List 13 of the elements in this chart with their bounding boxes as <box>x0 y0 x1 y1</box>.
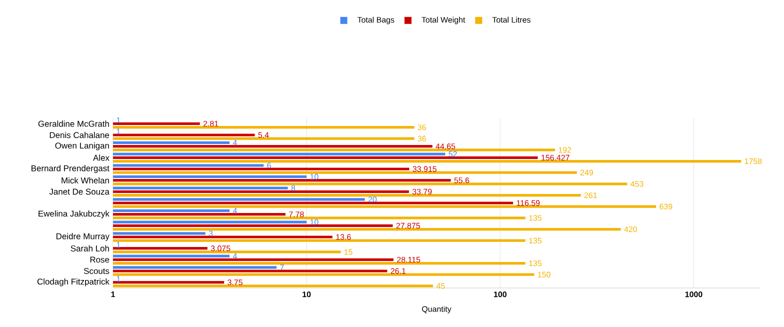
y-tick-label: Scouts <box>84 268 110 274</box>
y-tick-label: Deidre Murray <box>56 233 110 241</box>
y-tick-label: Sarah Loh <box>70 245 109 252</box>
y-tick-label: Geraldine McGrath <box>38 120 109 127</box>
y-tick-label: Rose <box>90 256 110 263</box>
y-tick-label: Owen Lanigan <box>55 142 109 150</box>
y-tick-label: Clodagh Fitzpatrick <box>37 278 110 286</box>
y-tick-label: Denis Cahalane <box>50 132 110 138</box>
y-tick-label: Bernard Prendergast <box>32 165 110 173</box>
y-tick-label: Alex <box>93 154 110 161</box>
y-tick-label: Ewelina Jakubczyk <box>38 210 110 218</box>
y-tick-label: Janet De Souza <box>49 188 110 195</box>
y-tick-label: Mick Whelan <box>62 177 109 184</box>
